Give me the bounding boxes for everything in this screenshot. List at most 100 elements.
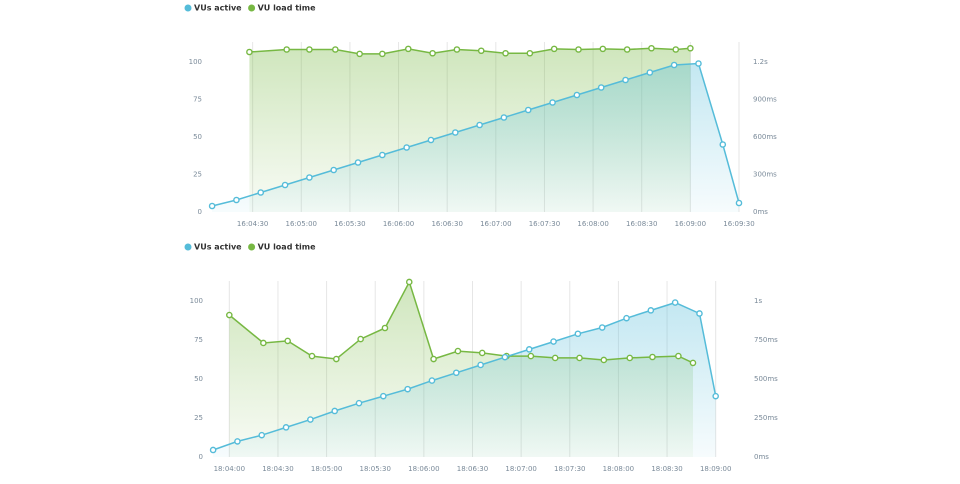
x-tick-label: 16:09:30	[723, 220, 754, 228]
point	[687, 44, 694, 52]
point	[550, 45, 558, 53]
point	[429, 49, 436, 57]
line	[212, 301, 717, 451]
x-tick-label: 16:05:00	[286, 220, 317, 228]
x-tick-label: 18:09:00	[700, 465, 731, 473]
point	[476, 121, 483, 129]
y2-tick-label: 600ms	[753, 133, 777, 141]
y-tick-label: 25	[193, 171, 202, 179]
point	[649, 353, 656, 361]
point	[428, 377, 436, 384]
legend: VUs active	[194, 4, 242, 13]
point	[452, 369, 460, 377]
y2-tick-label: 300ms	[753, 171, 777, 179]
point	[501, 353, 509, 361]
point	[209, 446, 217, 454]
point	[283, 46, 290, 53]
x-tick-label: 18:07:00	[505, 465, 536, 473]
point	[234, 438, 241, 445]
point	[453, 46, 461, 53]
point	[284, 337, 291, 345]
x-tick-label: 16:07:30	[529, 220, 560, 228]
point	[696, 310, 703, 317]
point	[647, 307, 655, 314]
point	[551, 354, 559, 362]
point	[689, 359, 697, 367]
y-tick-label: 100	[189, 58, 202, 66]
y-tick-label: 25	[194, 414, 203, 422]
point	[600, 356, 608, 364]
point	[355, 399, 363, 407]
x-tick-label: 16:06:30	[431, 220, 462, 228]
point	[405, 278, 413, 286]
area	[212, 63, 740, 212]
x-tick-label: 18:04:00	[214, 465, 245, 473]
point	[646, 69, 654, 76]
point	[675, 352, 682, 360]
x-tick-label: 18:05:30	[360, 465, 391, 473]
point	[525, 346, 533, 353]
y-tick-label: 50	[193, 133, 202, 141]
point	[478, 349, 486, 357]
point	[333, 355, 340, 363]
legend-swatch	[184, 243, 192, 251]
point	[306, 174, 313, 181]
y2-tick-label: 750ms	[754, 336, 778, 344]
x-tick-label: 18:08:00	[603, 465, 634, 473]
x-tick-label: 16:08:30	[626, 220, 657, 228]
point	[356, 50, 363, 58]
y-tick-label: 75	[194, 336, 203, 344]
x-tick-label: 16:08:00	[577, 220, 608, 228]
point	[550, 338, 557, 345]
point	[454, 347, 462, 355]
point	[257, 189, 265, 196]
point	[527, 352, 535, 360]
point	[598, 324, 606, 331]
point	[719, 141, 727, 148]
point	[404, 385, 411, 393]
point	[672, 46, 680, 53]
x-tick-label: 18:07:30	[554, 465, 585, 473]
point	[226, 311, 233, 319]
x-tick-label: 16:07:00	[480, 220, 511, 228]
point	[332, 46, 339, 53]
y-tick-label: 75	[193, 96, 202, 104]
point	[670, 61, 678, 69]
point	[331, 407, 338, 415]
y-tick-label: 0	[199, 453, 203, 461]
point	[430, 355, 437, 363]
point	[648, 44, 655, 52]
point	[233, 196, 240, 204]
point	[403, 144, 410, 151]
x-tick-label: 18:06:00	[408, 465, 439, 473]
y2-tick-label: 500ms	[754, 375, 778, 383]
point	[381, 324, 389, 332]
y2-tick-label: 250ms	[754, 414, 778, 422]
legend-swatch	[248, 4, 256, 12]
point	[500, 114, 508, 121]
point	[576, 354, 583, 362]
x-tick-label: 18:04:30	[262, 465, 293, 473]
y2-tick-label: 1.2s	[753, 58, 768, 66]
y2-tick-label: 0ms	[753, 208, 768, 216]
point	[477, 47, 485, 55]
x-tick-label: 18:05:00	[311, 465, 342, 473]
point	[380, 392, 387, 400]
x-tick-label: 16:05:30	[334, 220, 365, 228]
point	[574, 330, 582, 338]
y2-tick-label: 1s	[754, 297, 762, 305]
point	[379, 50, 386, 58]
point	[622, 76, 629, 84]
point	[671, 299, 679, 306]
point	[735, 199, 743, 207]
point	[246, 48, 253, 56]
point	[451, 129, 459, 136]
point	[597, 84, 605, 91]
y-tick-label: 0	[198, 208, 202, 216]
point	[379, 151, 386, 159]
point	[427, 136, 435, 144]
x-tick-label: 16:06:00	[383, 220, 414, 228]
point	[712, 392, 719, 400]
legend-swatch	[248, 243, 256, 251]
